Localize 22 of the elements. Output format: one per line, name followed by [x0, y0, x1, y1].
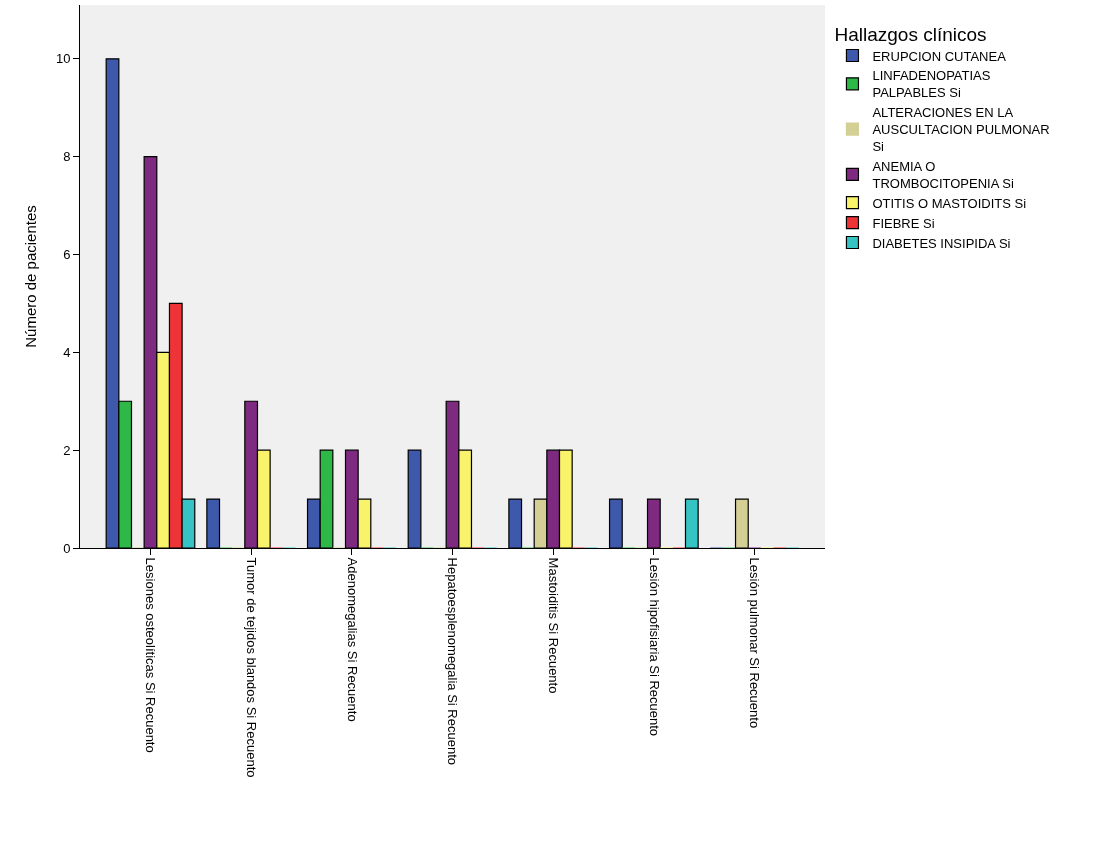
y-tick-label: 10: [55, 51, 71, 67]
legend-label: ANEMIA O TROMBOCITOPENIA Si: [872, 158, 1014, 191]
legend-label: LINFADENOPATIAS PALPABLES Si: [872, 68, 991, 101]
legend-label: OTITIS O MASTOIDITS Si: [872, 195, 1027, 211]
y-tick-label: 2: [63, 442, 71, 458]
y-tick-label: 0: [63, 540, 71, 556]
y-axis-title: Número de pacientes: [22, 205, 40, 348]
y-tick-label: 4: [63, 344, 71, 360]
x-tick-label: Adenomegalias Si Recuento: [344, 557, 360, 722]
x-tick-label: Lesión pulmonar Si Recuento: [747, 557, 763, 729]
y-tick-label: 8: [63, 149, 71, 165]
x-tick-label: Lesión hipofisiaria Si Recuento: [646, 557, 662, 737]
x-tick-label: Mastoiditis Si Recuento: [545, 557, 561, 694]
x-tick-label: Hepatoesplenomegalia Si Recuento: [445, 557, 461, 766]
legend-label: ALTERACIONES EN LA AUSCULTACION PULMONAR Si: [872, 105, 1050, 155]
legend-label: ERUPCION CUTANEA: [872, 48, 1007, 64]
legend-label: DIABETES INSIPIDA Si: [872, 235, 1011, 251]
x-tick-label: Lesiones osteolíticas Si Recuento: [143, 557, 159, 753]
legend-title: Hallazgos clínicos: [834, 23, 987, 45]
y-tick-label: 6: [63, 247, 71, 263]
x-tick-label: Tumor de tejidos blandos Si Recuento: [243, 557, 259, 778]
legend-label: FIEBRE Si: [872, 215, 935, 231]
